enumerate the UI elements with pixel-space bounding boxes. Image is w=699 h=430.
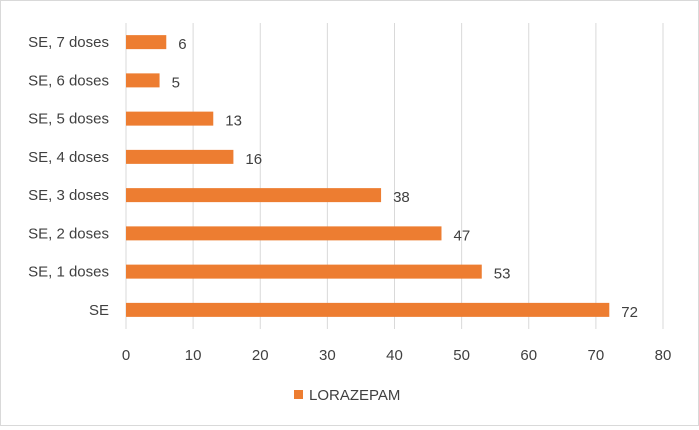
category-label: SE, 6 doses bbox=[28, 72, 109, 89]
category-label: SE, 7 doses bbox=[28, 34, 109, 51]
x-tick-label: 60 bbox=[520, 347, 537, 364]
category-label: SE, 4 doses bbox=[28, 149, 109, 166]
data-label: 16 bbox=[245, 151, 262, 168]
bar bbox=[126, 264, 482, 279]
x-tick-label: 20 bbox=[252, 347, 269, 364]
bar bbox=[126, 302, 610, 317]
x-tick-label: 30 bbox=[319, 347, 336, 364]
bar bbox=[126, 35, 167, 50]
legend-swatch bbox=[294, 390, 303, 399]
bar bbox=[126, 226, 442, 241]
category-label: SE, 1 doses bbox=[28, 264, 109, 281]
bar bbox=[126, 73, 160, 88]
data-label: 13 bbox=[225, 113, 242, 130]
category-label: SE, 5 doses bbox=[28, 111, 109, 128]
data-labels: 72 53 47 38 16 13 5 6 bbox=[172, 36, 638, 321]
x-tick-label: 80 bbox=[655, 347, 672, 364]
data-label: 72 bbox=[621, 304, 638, 321]
x-tick-label: 40 bbox=[386, 347, 403, 364]
bar bbox=[126, 111, 214, 126]
category-labels: SE SE, 1 doses SE, 2 doses SE, 3 doses SE, 4… bbox=[28, 34, 109, 319]
x-tick-label: 50 bbox=[453, 347, 470, 364]
data-label: 53 bbox=[494, 266, 511, 283]
legend-label: LORAZEPAM bbox=[309, 387, 400, 404]
data-label: 5 bbox=[172, 74, 180, 91]
x-tick-label: 10 bbox=[185, 347, 202, 364]
data-label: 38 bbox=[393, 189, 410, 206]
x-tick-label: 70 bbox=[588, 347, 605, 364]
bars bbox=[126, 35, 610, 317]
gridlines bbox=[125, 23, 664, 329]
legend: LORAZEPAM bbox=[294, 387, 400, 404]
bar bbox=[126, 149, 234, 164]
category-label: SE, 2 doses bbox=[28, 225, 109, 242]
category-label: SE bbox=[89, 302, 109, 319]
category-label: SE, 3 doses bbox=[28, 187, 109, 204]
bar bbox=[126, 188, 382, 203]
data-label: 47 bbox=[453, 227, 470, 244]
data-label: 6 bbox=[178, 36, 186, 53]
x-axis-tick-labels: 0 10 20 30 40 50 60 70 80 bbox=[122, 347, 672, 364]
x-tick-label: 0 bbox=[122, 347, 130, 364]
